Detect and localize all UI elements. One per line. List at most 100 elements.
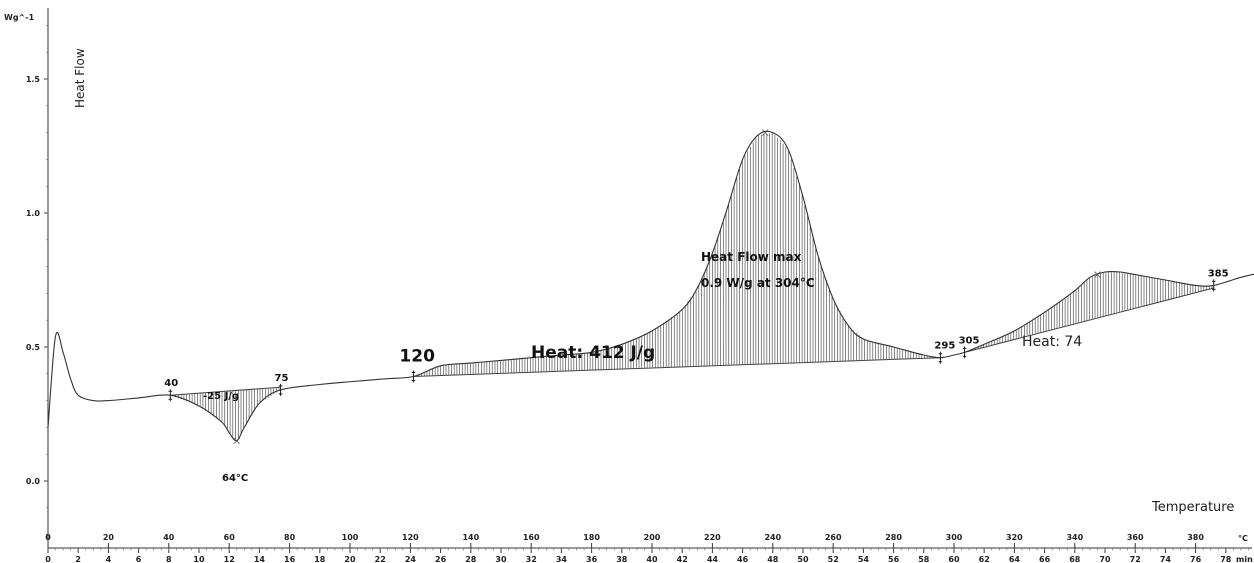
temp-tick-label-2: 40 (163, 533, 175, 542)
time-tick-label-34: 68 (1069, 555, 1081, 563)
time-tick-label-30: 60 (948, 555, 960, 563)
integration-hatch-2 (415, 132, 939, 377)
time-unit-label: min (1236, 555, 1253, 563)
time-tick-label-37: 74 (1160, 555, 1172, 563)
time-tick-label-7: 14 (254, 555, 266, 563)
time-tick-label-2: 4 (106, 555, 112, 563)
integration-2-label: Heat: 412 J/g (531, 343, 655, 363)
time-tick-label-11: 22 (375, 555, 386, 563)
integration-hatch-1 (172, 387, 280, 440)
time-tick-label-18: 36 (586, 555, 598, 563)
boundary-label-6: 385 (1208, 268, 1229, 279)
y-axis-label: Heat Flow (73, 48, 87, 108)
time-tick-label-31: 62 (979, 555, 990, 563)
time-tick-label-10: 20 (344, 555, 356, 563)
peak-marker-3 (1094, 271, 1101, 278)
time-tick-label-14: 28 (465, 555, 477, 563)
time-tick-label-29: 58 (918, 555, 930, 563)
time-tick-label-5: 10 (193, 555, 205, 563)
heat-flow-curve-group (47, 130, 1254, 442)
boundary-label-1: 40 (164, 378, 178, 389)
time-tick-label-20: 40 (646, 555, 658, 563)
time-tick-label-32: 64 (1009, 555, 1021, 563)
heat-flow-max-value: 0.9 W/g at 304°C (701, 276, 815, 290)
time-tick-label-13: 26 (435, 555, 447, 563)
y-tick-label-6: 0.0 (26, 477, 41, 486)
time-tick-label-26: 52 (828, 555, 839, 563)
boundary-markers: 40 75 120 295 305 385 (164, 268, 1229, 402)
time-tick-label-19: 38 (616, 555, 628, 563)
temp-tick-label-9: 180 (583, 533, 600, 542)
temp-tick-label-12: 240 (764, 533, 781, 542)
temp-tick-label-3: 60 (224, 533, 236, 542)
time-tick-label-23: 46 (737, 555, 749, 563)
time-tick-label-36: 72 (1130, 555, 1141, 563)
time-tick-label-38: 76 (1190, 555, 1202, 563)
integration-baseline-1 (170, 386, 281, 396)
boundary-label-4: 295 (934, 341, 955, 352)
integration-3-label: Heat: 74 (1022, 334, 1082, 350)
temp-tick-label-11: 220 (704, 533, 721, 542)
temp-tick-label-8: 160 (523, 533, 540, 542)
boundary-label-3: 120 (399, 346, 435, 366)
boundary-label-5: 305 (959, 335, 980, 346)
boundary-label-2: 75 (275, 373, 289, 384)
time-tick-label-25: 50 (797, 555, 809, 563)
y-tick-label-3: 1.5 (26, 75, 41, 84)
boundary-cap-1 (168, 390, 173, 400)
temp-tick-label-5: 100 (342, 533, 359, 542)
boundary-cap-6 (1211, 280, 1216, 290)
boundary-cap-5 (962, 347, 967, 357)
time-tick-label-6: 12 (224, 555, 235, 563)
peak-marker-2 (761, 129, 769, 136)
y-unit-label: Wg^-1 (4, 13, 35, 22)
integration-baseline-3 (964, 287, 1214, 353)
time-tick-label-12: 24 (405, 555, 417, 563)
time-tick-label-15: 30 (495, 555, 507, 563)
boundary-cap-4 (938, 353, 943, 363)
time-tick-label-35: 70 (1099, 555, 1111, 563)
boundary-cap-2 (278, 385, 283, 395)
temp-tick-label-16: 320 (1006, 533, 1023, 542)
integration-baseline-2 (413, 357, 941, 377)
temp-tick-label-10: 200 (644, 533, 661, 542)
temp-tick-label-13: 260 (825, 533, 842, 542)
time-tick-label-9: 18 (314, 555, 326, 563)
time-tick-label-4: 8 (166, 555, 172, 563)
temp-tick-label-4: 80 (284, 533, 296, 542)
axis-ticks: 3.02.52.01.51.00.50.00246810121416182022… (26, 25, 1249, 563)
time-tick-label-3: 6 (136, 555, 142, 563)
heat-flow-max-title: Heat Flow max (701, 250, 802, 264)
x-axis-label: Temperature (1151, 500, 1234, 515)
integration-1-label: -25 J/g (203, 391, 239, 402)
temp-unit-label: °C (1238, 534, 1248, 543)
time-tick-label-28: 56 (888, 555, 900, 563)
time-tick-label-24: 48 (767, 555, 779, 563)
y-tick-label-5: 0.5 (26, 343, 41, 352)
time-tick-label-21: 42 (677, 555, 688, 563)
peak-1-label: 64°C (222, 473, 248, 484)
time-tick-label-39: 78 (1220, 555, 1232, 563)
y-tick-label-4: 1.0 (26, 209, 41, 218)
temp-tick-label-18: 360 (1127, 533, 1144, 542)
temp-tick-label-19: 380 (1187, 533, 1204, 542)
temp-tick-label-14: 280 (885, 533, 902, 542)
integration-areas (172, 132, 1213, 440)
time-tick-label-17: 34 (556, 555, 568, 563)
time-tick-label-0: 0 (45, 555, 51, 563)
temp-tick-label-6: 120 (402, 533, 419, 542)
heat-flow-curve (47, 130, 1254, 442)
time-tick-label-16: 32 (526, 555, 537, 563)
time-tick-label-8: 16 (284, 555, 296, 563)
temp-tick-label-17: 340 (1066, 533, 1083, 542)
temp-tick-label-1: 20 (103, 533, 115, 542)
time-tick-label-33: 66 (1039, 555, 1051, 563)
time-tick-label-1: 2 (75, 555, 81, 563)
boundary-cap-3 (411, 371, 416, 381)
temp-tick-label-7: 140 (462, 533, 479, 542)
integration-hatch-3 (966, 272, 1213, 352)
temp-tick-label-0: 0 (45, 533, 51, 542)
time-tick-label-22: 44 (707, 555, 719, 563)
temp-tick-label-15: 300 (946, 533, 963, 542)
